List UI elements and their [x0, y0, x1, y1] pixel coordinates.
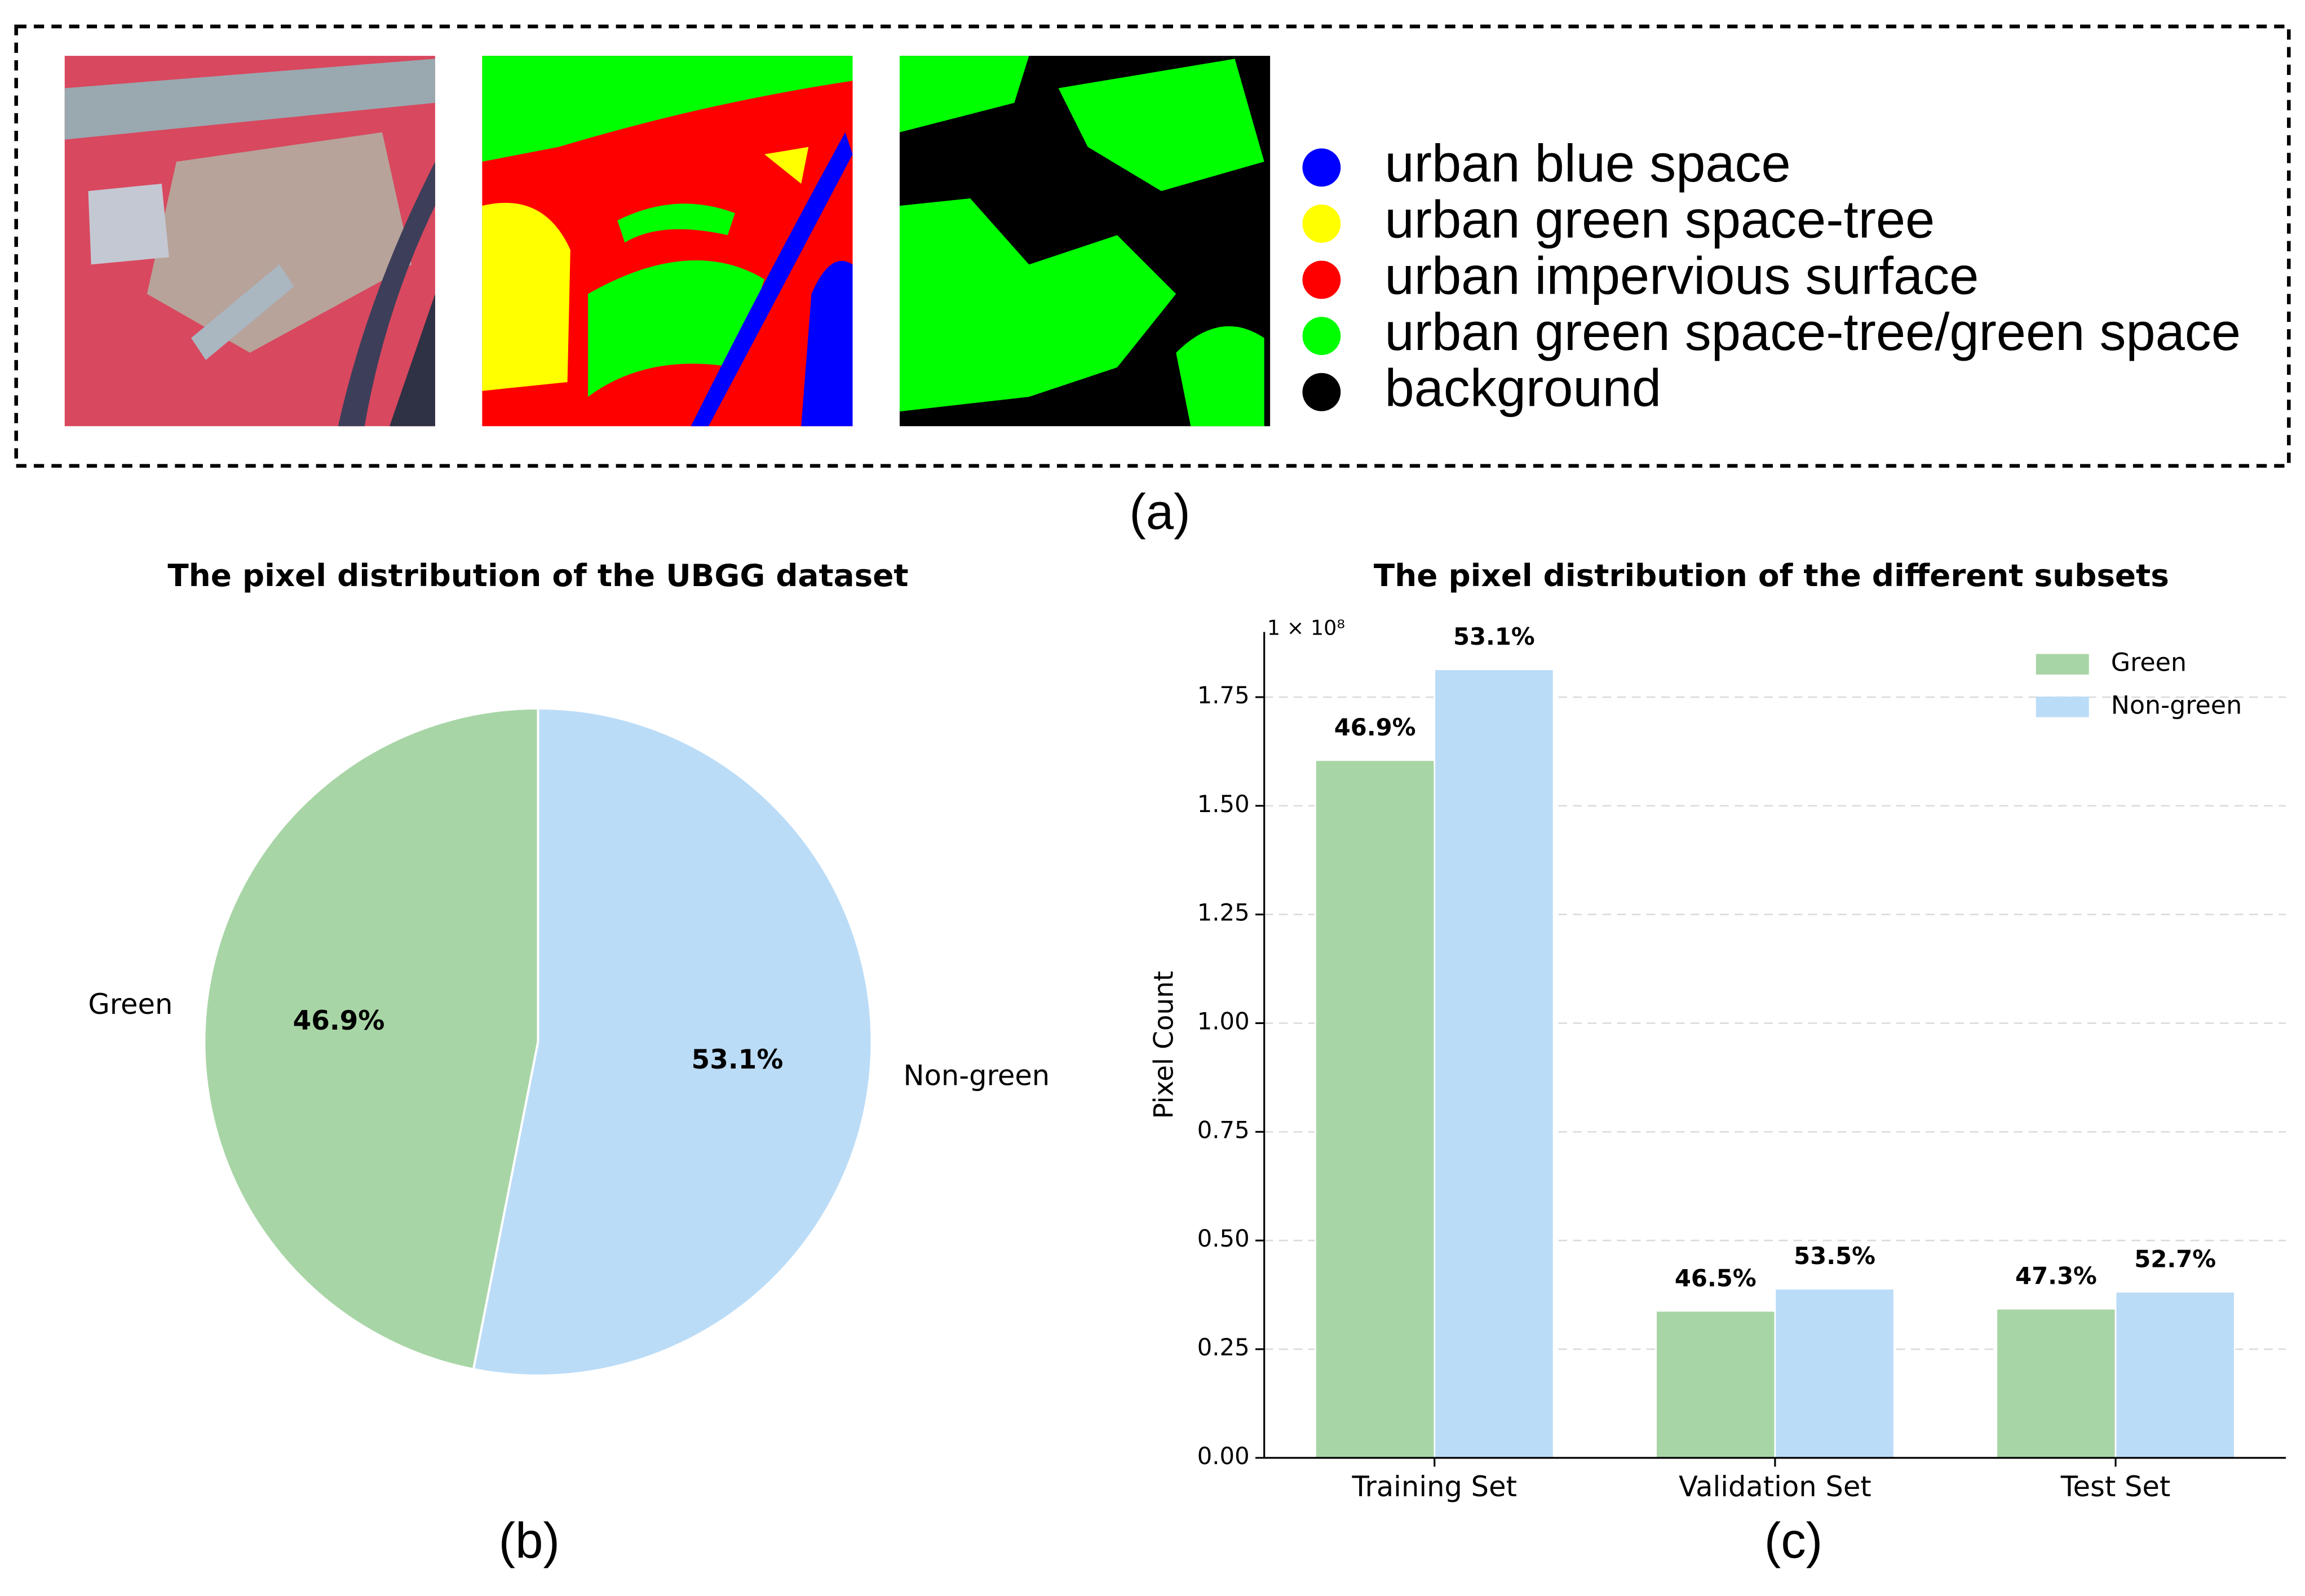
bar [1996, 1307, 2117, 1459]
y-tick-label: 1.50 [1197, 790, 1250, 818]
bar [1434, 668, 1555, 1459]
legend-label: urban blue space [1385, 134, 1791, 193]
x-tick-label: Test Set [2060, 1470, 2171, 1503]
legend-swatch [1302, 260, 1341, 299]
legend-label: Non-green [2111, 691, 2242, 720]
bar-value-label: 47.3% [2015, 1262, 2097, 1290]
y-tick-label: 0.00 [1197, 1442, 1250, 1470]
legend-label: Green [2111, 649, 2187, 677]
legend-swatch [2036, 654, 2089, 675]
legend-label: urban green space-tree/green space [1385, 302, 2241, 361]
pie-label: Non-green [904, 1059, 1050, 1092]
y-tick-label: 0.50 [1197, 1225, 1250, 1252]
legend-swatch [1302, 373, 1341, 411]
y-tick-label: 1.25 [1197, 899, 1250, 926]
legend-swatch [1302, 204, 1341, 243]
pie-slice [472, 707, 873, 1377]
pie-value-label: 46.9% [293, 1005, 385, 1036]
y-offset-label: 1 × 10⁸ [1267, 616, 1345, 640]
bar-value-label: 46.5% [1675, 1264, 1757, 1292]
legend-swatch [2036, 697, 2089, 717]
bar-value-label: 46.9% [1334, 713, 1416, 741]
legend-swatch [1302, 317, 1341, 356]
bar-value-label: 53.1% [1453, 623, 1535, 650]
bar [1774, 1288, 1895, 1459]
panel-caption: (b) [499, 1513, 560, 1568]
x-tick-label: Validation Set [1679, 1470, 1872, 1503]
binary-map [899, 56, 1271, 427]
panel-a-frame [14, 24, 2291, 468]
pie-value-label: 53.1% [692, 1044, 784, 1075]
panel-caption: (c) [1764, 1513, 1822, 1568]
legend-label: urban impervious surface [1385, 246, 1979, 305]
legend-label: background [1385, 358, 1662, 418]
classification-map [482, 56, 853, 427]
bar [1655, 1310, 1776, 1459]
chart-title: The pixel distribution of the UBGG datas… [167, 557, 908, 593]
y-tick-label: 0.25 [1197, 1333, 1250, 1361]
bar [1315, 759, 1436, 1459]
panel-caption: (a) [1129, 484, 1190, 540]
pie-label: Green [88, 988, 172, 1021]
bar-value-label: 52.7% [2134, 1245, 2216, 1273]
pie-slice [203, 707, 539, 1371]
y-tick-label: 1.75 [1197, 681, 1250, 709]
chart-title: The pixel distribution of the different … [1374, 557, 2169, 593]
bar [2114, 1291, 2236, 1459]
x-tick-label: Training Set [1351, 1470, 1517, 1503]
legend-label: urban green space-tree [1385, 190, 1935, 249]
y-tick-label: 0.75 [1197, 1116, 1250, 1143]
bar-value-label: 53.5% [1794, 1242, 1875, 1270]
legend-swatch [1302, 148, 1341, 187]
satellite-image [64, 56, 435, 427]
y-axis-label: Pixel Count [1148, 971, 1179, 1119]
y-tick-label: 1.00 [1197, 1008, 1250, 1035]
